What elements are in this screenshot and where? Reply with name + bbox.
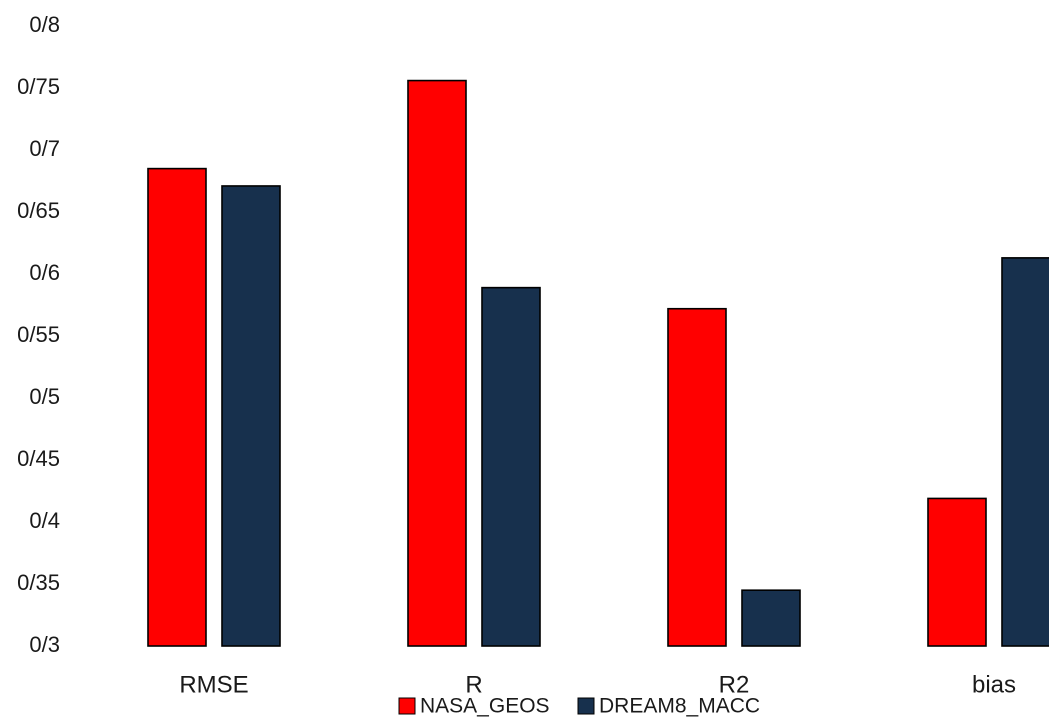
bar-nasa-geos-r2 (667, 307, 727, 647)
y-tick-label: 0/3 (29, 632, 60, 657)
y-tick-label: 0/8 (29, 12, 60, 37)
bar-dream8-macc-r2 (741, 589, 801, 647)
bar-nasa-geos-r (407, 79, 467, 647)
x-axis: RMSE R R2 bias (179, 671, 1016, 698)
bar-dream8-macc-bias (1001, 257, 1049, 647)
bar-nasa-geos-rmse (147, 167, 207, 647)
legend-swatch-dream8-macc (577, 697, 595, 715)
x-tick-label: R (465, 671, 482, 698)
x-tick-label: RMSE (179, 671, 248, 698)
bars (147, 79, 1049, 647)
x-tick-label: bias (972, 671, 1016, 698)
y-tick-label: 0/6 (29, 260, 60, 285)
y-tick-label: 0/5 (29, 384, 60, 409)
y-tick-label: 0/65 (17, 198, 60, 223)
legend: NASA_GEOS DREAM8_MACC (398, 695, 760, 718)
y-tick-label: 0/4 (29, 508, 60, 533)
legend-swatch-nasa-geos (398, 697, 416, 715)
y-tick-label: 0/45 (17, 446, 60, 471)
y-tick-label: 0/55 (17, 322, 60, 347)
y-axis: 0/8 0/75 0/7 0/65 0/6 0/55 0/5 0/45 0/4 0/35 0/3 (17, 12, 60, 657)
y-tick-label: 0/75 (17, 74, 60, 99)
legend-label: NASA_GEOS (420, 695, 550, 718)
x-tick-label: R2 (719, 671, 750, 698)
bar-dream8-macc-rmse (221, 185, 281, 647)
y-tick-label: 0/35 (17, 570, 60, 595)
bar-nasa-geos-bias (927, 497, 987, 647)
legend-label: DREAM8_MACC (599, 695, 760, 718)
y-tick-label: 0/7 (29, 136, 60, 161)
bar-dream8-macc-r (481, 286, 541, 647)
